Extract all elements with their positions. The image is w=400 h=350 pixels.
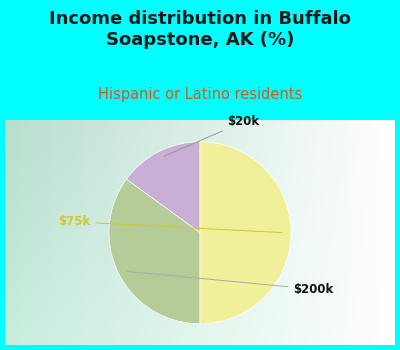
Wedge shape xyxy=(200,142,291,324)
Text: $200k: $200k xyxy=(127,272,334,296)
Text: Income distribution in Buffalo
Soapstone, AK (%): Income distribution in Buffalo Soapstone… xyxy=(49,10,351,49)
Text: $20k: $20k xyxy=(164,115,260,156)
Text: Hispanic or Latino residents: Hispanic or Latino residents xyxy=(98,88,302,103)
Wedge shape xyxy=(126,142,200,233)
Wedge shape xyxy=(109,179,200,324)
Text: $75k: $75k xyxy=(58,215,282,233)
